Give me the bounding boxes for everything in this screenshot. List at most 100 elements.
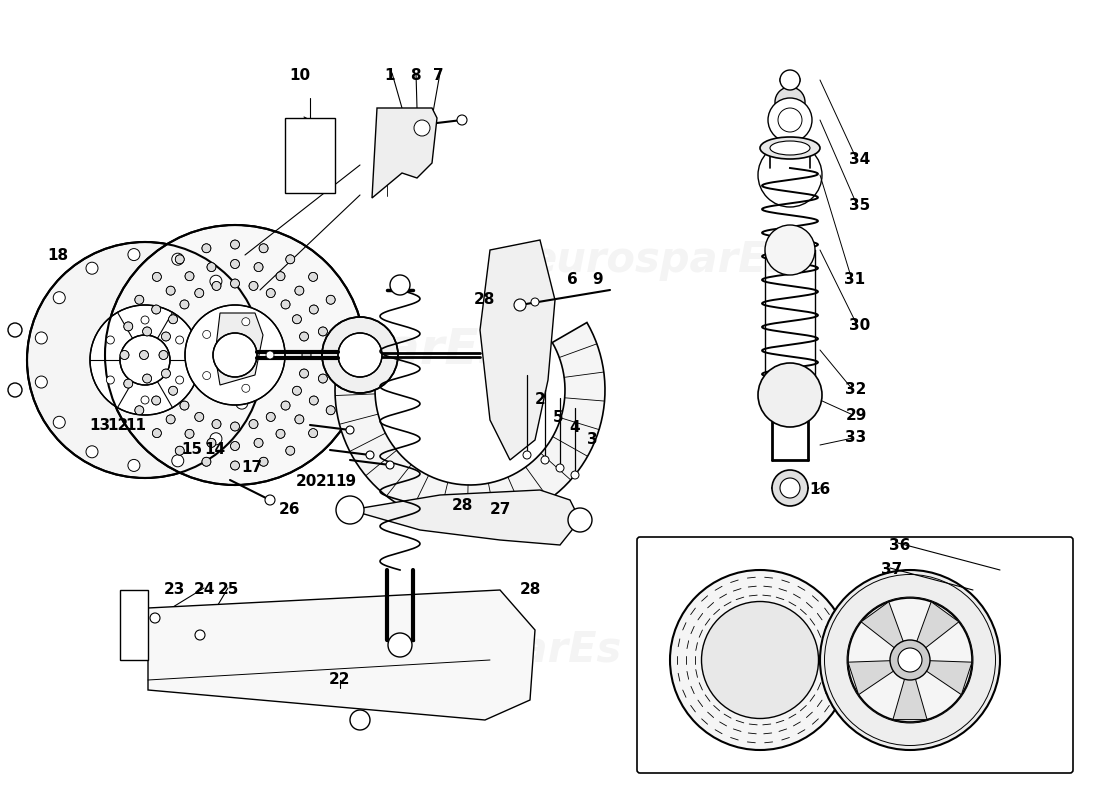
Text: 19: 19 [336,474,356,490]
Circle shape [195,630,205,640]
Circle shape [276,272,285,281]
Circle shape [282,300,290,309]
Circle shape [286,255,295,264]
Text: 12: 12 [108,418,129,433]
Text: 25: 25 [218,582,239,598]
Circle shape [266,351,274,359]
Circle shape [207,262,216,272]
Text: 27: 27 [490,502,510,518]
Circle shape [772,470,808,506]
Circle shape [176,376,184,384]
Circle shape [266,289,275,298]
Text: 6: 6 [566,273,578,287]
Circle shape [90,305,200,415]
Circle shape [260,458,268,466]
Circle shape [764,225,815,275]
Circle shape [168,386,177,395]
Circle shape [86,446,98,458]
Circle shape [212,419,221,429]
Circle shape [260,244,268,253]
Ellipse shape [780,74,800,86]
Text: 23: 23 [163,582,185,598]
Circle shape [210,275,222,287]
Circle shape [254,438,263,447]
Polygon shape [148,590,535,720]
Circle shape [321,350,330,359]
Circle shape [231,442,240,450]
Circle shape [346,426,354,434]
Text: 2: 2 [535,393,546,407]
Text: eurosparEs: eurosparEs [359,629,622,671]
Text: 24: 24 [194,582,214,598]
Circle shape [531,298,539,306]
Circle shape [456,115,468,125]
Polygon shape [914,602,959,653]
Text: 29: 29 [845,407,867,422]
Circle shape [890,640,930,680]
Text: 22: 22 [329,673,351,687]
Circle shape [390,275,410,295]
Text: 26: 26 [279,502,300,518]
Circle shape [820,570,1000,750]
Circle shape [143,327,152,336]
Text: 7: 7 [432,67,443,82]
Text: 13: 13 [89,418,111,433]
Circle shape [128,249,140,261]
Circle shape [338,322,346,331]
Circle shape [231,259,240,269]
Circle shape [195,413,204,422]
Circle shape [86,262,98,274]
Circle shape [140,350,148,359]
Bar [120,590,148,660]
Circle shape [168,314,177,324]
Circle shape [522,451,531,459]
Circle shape [166,415,175,424]
Text: 14: 14 [205,442,225,458]
Circle shape [231,279,240,288]
Text: 11: 11 [125,418,146,433]
Circle shape [231,240,240,249]
Circle shape [514,299,526,311]
Circle shape [299,332,309,341]
Circle shape [107,376,114,384]
Circle shape [128,459,140,471]
Circle shape [210,433,222,445]
Circle shape [309,305,318,314]
Circle shape [327,406,336,414]
Circle shape [172,253,184,265]
Ellipse shape [760,137,820,159]
Circle shape [175,255,184,264]
Circle shape [242,318,250,326]
Circle shape [245,354,257,366]
Text: 31: 31 [845,273,866,287]
Text: 1: 1 [385,67,395,82]
Circle shape [141,316,149,324]
Circle shape [778,108,802,132]
Circle shape [293,314,301,324]
Text: 3: 3 [586,433,597,447]
Circle shape [124,379,133,388]
Circle shape [327,295,336,304]
Circle shape [293,386,301,395]
Text: 28: 28 [473,293,495,307]
Circle shape [202,458,211,466]
Text: 21: 21 [316,474,337,490]
Circle shape [322,317,398,393]
Circle shape [212,282,221,290]
Circle shape [309,272,318,282]
Polygon shape [848,661,900,694]
Circle shape [175,446,185,455]
Circle shape [104,225,365,485]
Circle shape [780,478,800,498]
Ellipse shape [770,141,810,155]
Circle shape [235,311,248,323]
Circle shape [702,602,818,718]
Text: 15: 15 [182,442,202,458]
Circle shape [231,461,240,470]
Text: 8: 8 [409,67,420,82]
Text: 20: 20 [295,474,317,490]
Circle shape [160,350,168,359]
Circle shape [302,350,311,359]
Polygon shape [861,602,906,653]
Circle shape [207,438,216,447]
